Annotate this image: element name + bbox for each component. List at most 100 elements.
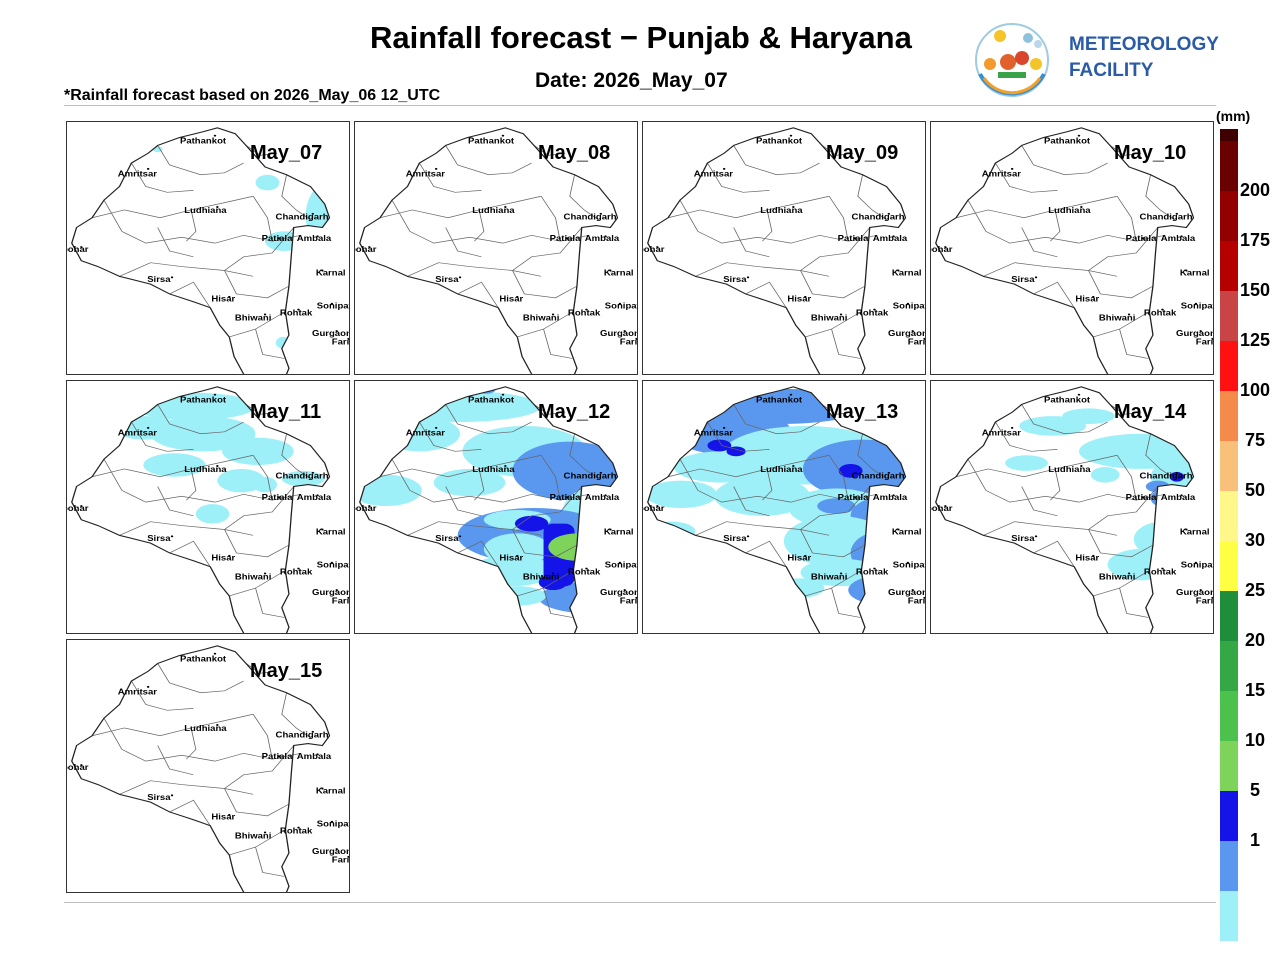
district-border	[1088, 270, 1154, 299]
rain-area	[802, 439, 906, 499]
city-dot	[609, 269, 612, 272]
district-border	[131, 162, 194, 193]
city-dot	[278, 237, 281, 240]
city-dot	[316, 753, 319, 756]
city-label: Bhiwani	[523, 572, 560, 581]
district-border	[745, 540, 787, 567]
district-border	[103, 718, 216, 762]
district-border	[543, 588, 573, 618]
district-border	[1116, 455, 1137, 501]
city-label: Abohar	[67, 504, 89, 513]
scale-color-segment	[1220, 241, 1238, 291]
city-label: Ambala	[873, 234, 908, 243]
district-border	[119, 521, 254, 536]
district-border	[281, 692, 311, 738]
district-border	[255, 588, 285, 618]
district-border	[967, 459, 1080, 503]
city-label: Pathankot	[180, 395, 226, 404]
city-label: Ambala	[873, 493, 908, 502]
city-label: Abohar	[355, 504, 377, 513]
city-label: Hisar	[1075, 295, 1100, 304]
city-label: Amritsar	[982, 429, 1022, 438]
scale-tick-label: 175	[1239, 230, 1271, 250]
city-dot	[330, 561, 334, 564]
scale-color-segment	[1220, 191, 1238, 241]
city-label: Gurgaon	[312, 588, 350, 597]
city-dot	[297, 567, 300, 570]
rain-area	[919, 218, 926, 238]
rain-area	[448, 386, 472, 390]
district-border	[379, 454, 542, 478]
district-border	[445, 404, 532, 435]
city-dot	[216, 724, 219, 726]
district-border	[828, 196, 849, 242]
city-dot	[316, 235, 319, 238]
panel-date-label: May_12	[538, 401, 611, 423]
city-label: Pathankot	[1044, 136, 1090, 145]
city-label: Pathankot	[1044, 395, 1090, 404]
city-dot	[1180, 235, 1183, 238]
district-border	[517, 570, 574, 597]
city-dot	[746, 535, 750, 538]
city-label: Patiala	[262, 234, 293, 243]
city-dot	[335, 330, 338, 333]
district-border	[224, 529, 290, 558]
rain-area	[1062, 408, 1115, 424]
district-border	[533, 404, 566, 415]
forecast-map-may-11: Pathankot Amritsar Ludhiana Chandigarh Patia…	[66, 380, 350, 634]
city-dot	[746, 276, 750, 279]
city-dot	[458, 535, 462, 538]
district-border	[695, 262, 830, 277]
city-dot	[1142, 496, 1145, 499]
rainfall-color-scale	[1220, 129, 1238, 941]
city-label: Ambala	[585, 493, 620, 502]
city-dot	[146, 426, 150, 429]
city-dot	[501, 393, 505, 396]
city-dot	[1161, 567, 1164, 570]
district-border	[157, 227, 194, 258]
district-border	[1050, 468, 1061, 501]
city-dot	[623, 589, 626, 592]
city-dot	[1211, 596, 1213, 599]
district-border	[1119, 588, 1149, 618]
district-border	[245, 663, 278, 674]
city-label: Sonipat	[893, 560, 926, 569]
district-border	[119, 780, 254, 795]
city-label: Ludhiana	[760, 206, 803, 215]
city-dot	[789, 393, 793, 396]
city-label: Amritsar	[118, 688, 158, 697]
district-map: Pathankot Amritsar Ludhiana Chandigarh Patia…	[67, 386, 350, 633]
city-dot	[944, 246, 947, 249]
city-label: Hisar	[499, 295, 524, 304]
city-dot	[1180, 494, 1183, 497]
city-dot	[923, 596, 925, 599]
city-dot	[146, 685, 150, 688]
district-border	[707, 162, 770, 193]
city-dot	[1175, 471, 1179, 474]
city-dot	[906, 561, 910, 564]
city-dot	[263, 831, 267, 834]
scale-color-segment	[1220, 641, 1238, 691]
scale-tick-label: 5	[1249, 780, 1260, 800]
city-dot	[213, 652, 217, 655]
city-label: Gurgaon	[600, 588, 638, 597]
city-label: Gurgaon	[1176, 329, 1214, 338]
city-label: Chandigarh	[1140, 213, 1193, 222]
panel-date-label: May_15	[250, 660, 323, 682]
city-label: Sonipat	[605, 301, 638, 310]
city-label: Karnal	[316, 786, 346, 795]
district-border	[1021, 145, 1108, 176]
city-dot	[216, 465, 219, 467]
city-dot	[1127, 313, 1131, 316]
city-label: Gurgaon	[312, 329, 350, 338]
city-label: Ambala	[585, 234, 620, 243]
city-dot	[1142, 237, 1145, 240]
district-border	[91, 195, 254, 219]
city-label: Abohar	[355, 245, 377, 254]
city-dot	[923, 337, 925, 340]
city-dot	[566, 496, 569, 499]
district-border	[679, 200, 792, 244]
city-dot	[170, 535, 174, 538]
city-dot	[213, 393, 217, 396]
footer-divider	[64, 902, 1216, 903]
